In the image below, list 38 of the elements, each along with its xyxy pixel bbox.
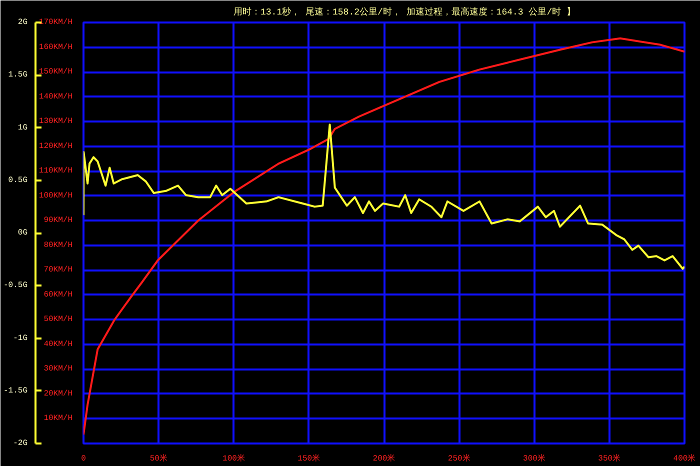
y-tick-label: 30KM/H	[44, 364, 73, 374]
chart-title: 用时：13.1秒， 尾速：158.2公里/时， 加速过程，最高速度：164.3 公里/时 】	[234, 6, 576, 18]
y-tick-label: 50KM/H	[44, 315, 73, 324]
x-tick-label: 200米	[372, 454, 396, 464]
y2-tick-label: 2G	[18, 18, 28, 27]
y-tick-label: 160KM/H	[38, 42, 73, 52]
y2-tick-label: -0.5G	[3, 281, 28, 290]
y-tick-label: 60KM/H	[44, 290, 73, 300]
y2-tick-label: 1.5G	[8, 70, 28, 80]
y-tick-label: 120KM/H	[38, 142, 73, 151]
y-tick-label: 40KM/H	[44, 340, 73, 349]
x-tick-label: 0	[81, 454, 86, 464]
y2-tick-label: 1G	[18, 123, 28, 132]
x-tick-label: 150米	[298, 454, 320, 464]
line-series	[84, 124, 684, 270]
y2-tick-label: 0G	[18, 228, 28, 238]
x-tick-label: 50米	[150, 454, 168, 464]
x-tick-label: 100米	[222, 454, 245, 464]
y2-tick-label: -2G	[13, 439, 28, 448]
y2-tick-label: -1G	[13, 334, 28, 343]
y-tick-label: 20KM/H	[44, 389, 73, 398]
y-tick-label: 140KM/H	[38, 92, 73, 102]
x-tick-label: 250米	[448, 454, 470, 464]
y-tick-label: 150KM/H	[38, 68, 73, 77]
y-tick-label: 110KM/H	[38, 166, 73, 176]
y-tick-label: 130KM/H	[38, 117, 73, 126]
y2-tick-label: 0.5G	[8, 176, 28, 185]
y-tick-label: 90KM/H	[44, 216, 73, 226]
y2-tick-label: -1.5G	[3, 386, 28, 396]
line-series	[84, 37, 684, 436]
y-tick-label: 80KM/H	[44, 240, 73, 250]
y-tick-label: 70KM/H	[44, 266, 73, 275]
y-tick-label: 100KM/H	[38, 191, 73, 200]
x-tick-label: 350米	[598, 454, 621, 464]
x-tick-label: 400米	[673, 454, 696, 464]
x-tick-label: 300米	[523, 454, 546, 464]
y-tick-label: 10KM/H	[44, 414, 73, 424]
y-tick-label: 170KM/H	[38, 18, 73, 27]
